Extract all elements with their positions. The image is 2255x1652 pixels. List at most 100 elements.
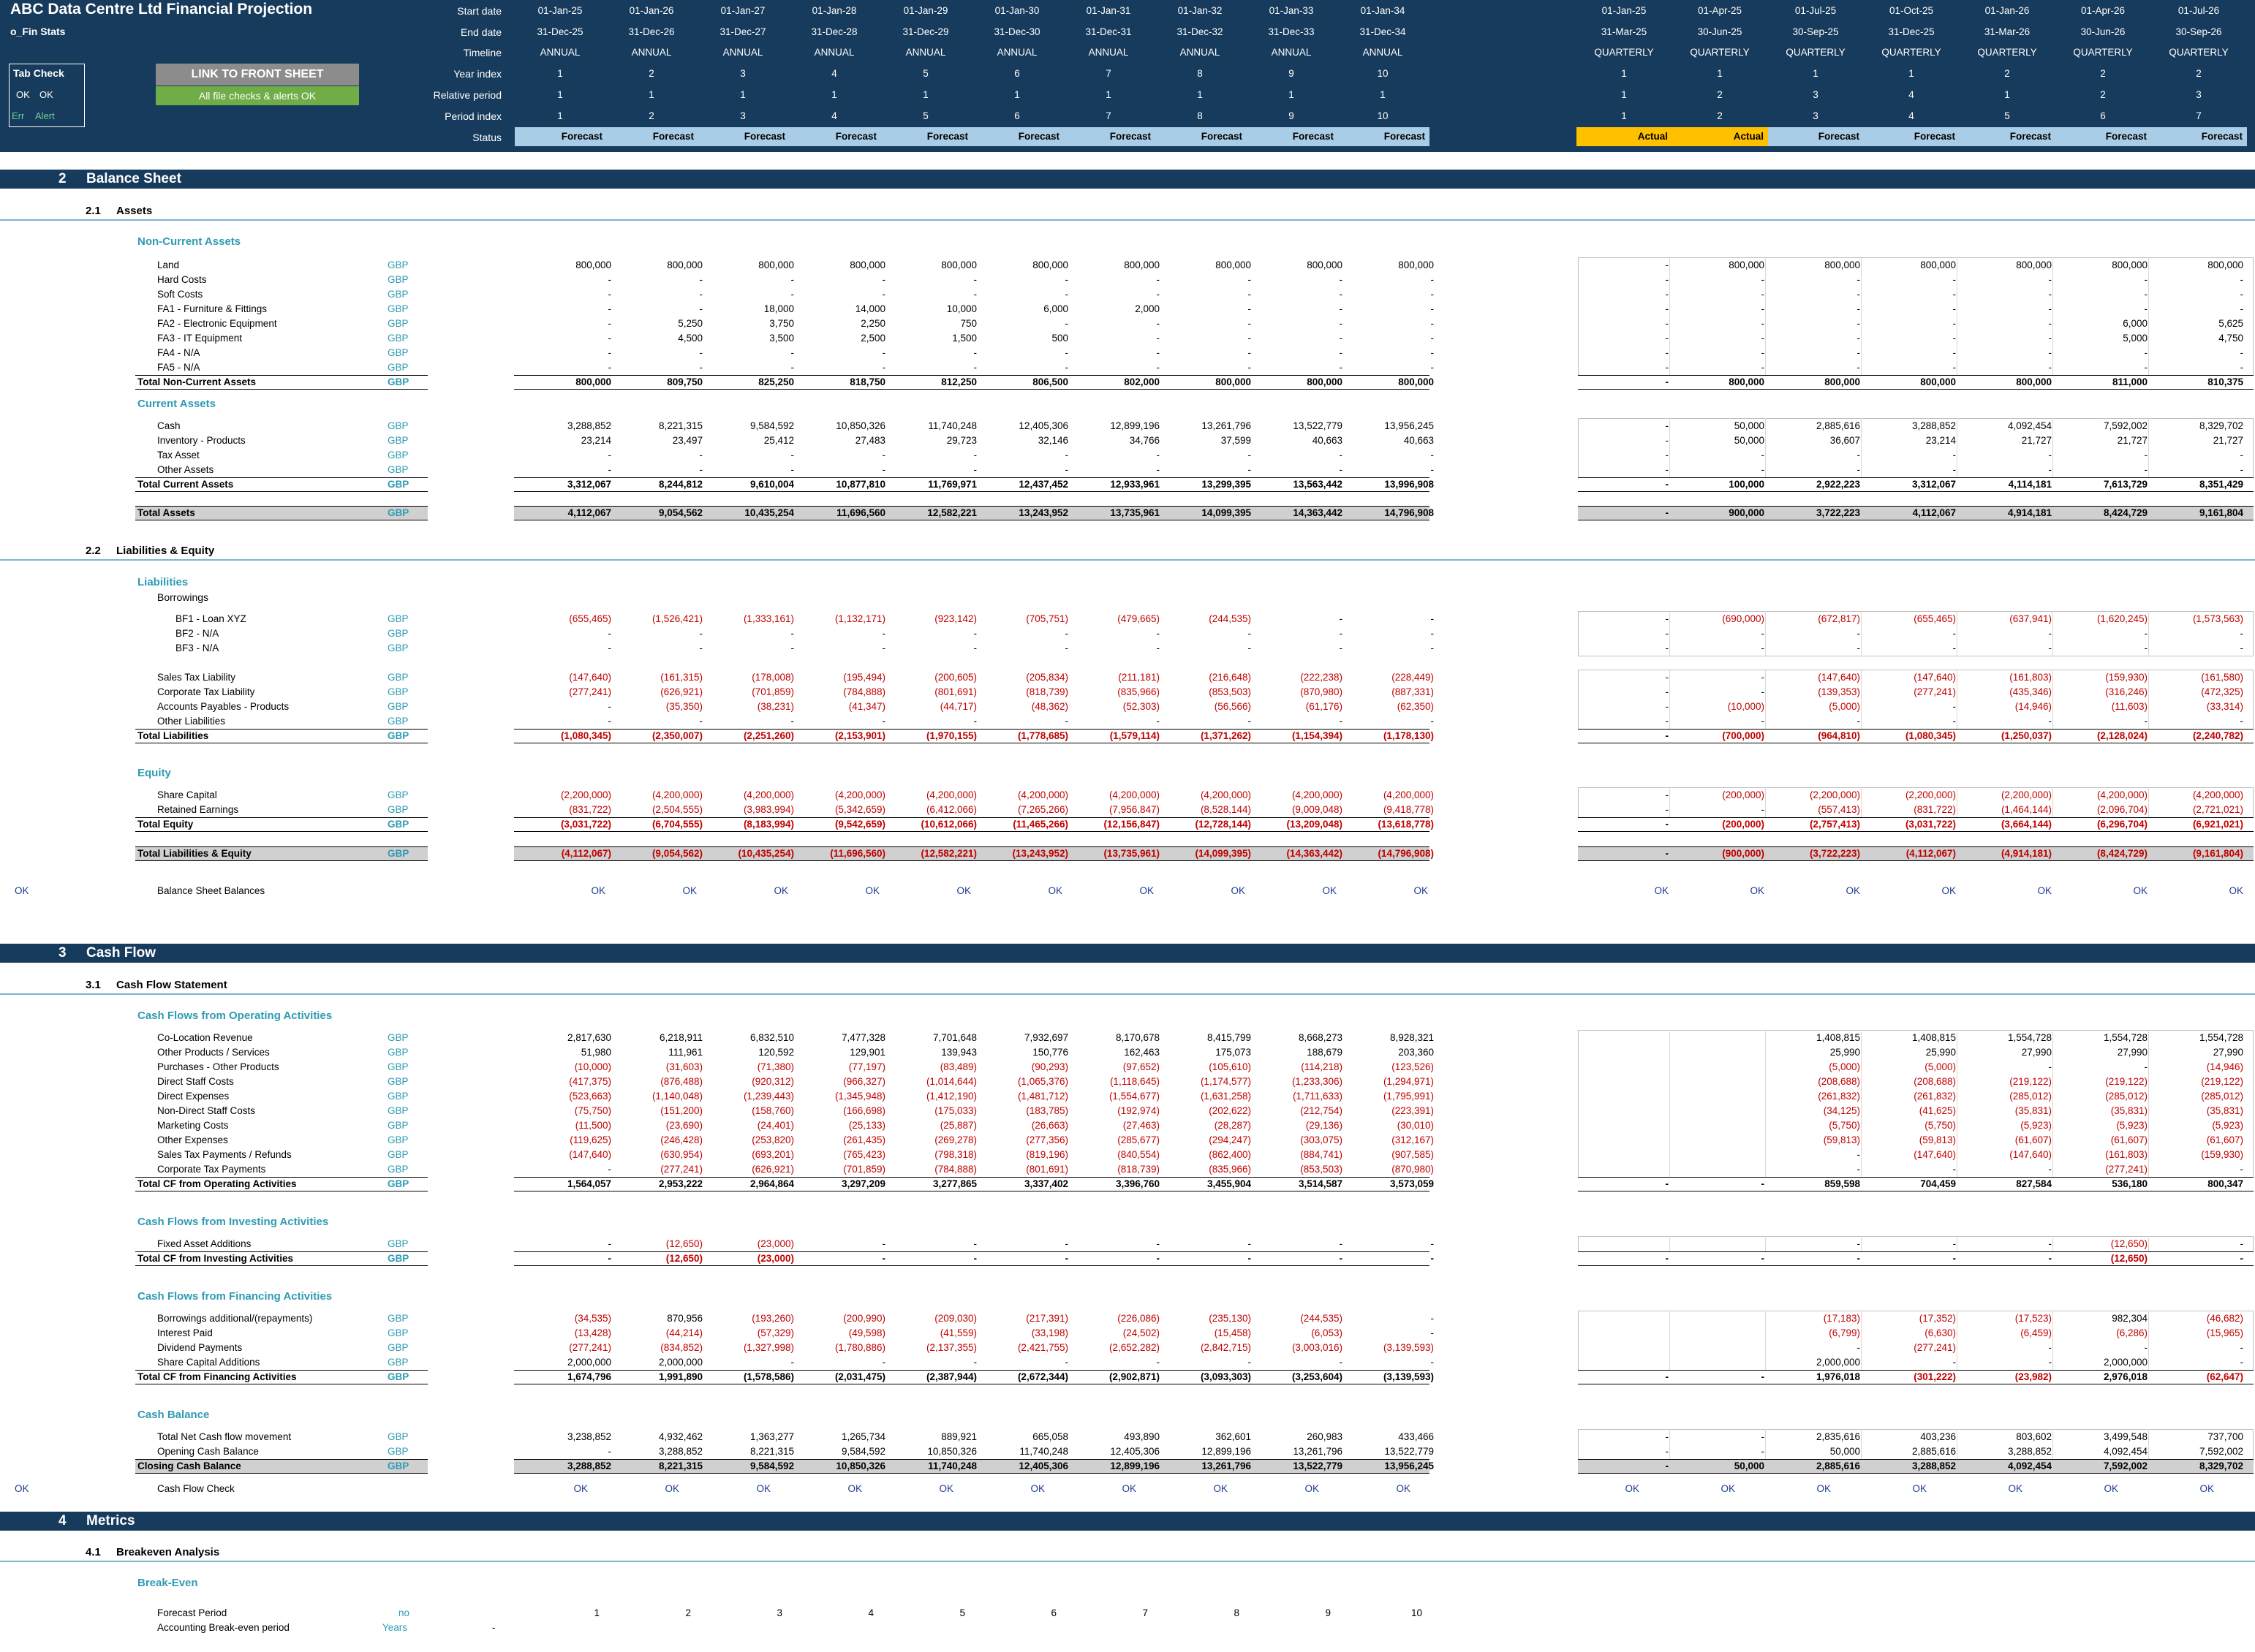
cell-separator — [1669, 1236, 1670, 1252]
total-band — [1578, 846, 2254, 860]
quarter-timeline: QUARTERLY — [1690, 47, 1750, 58]
section-number: 2 — [58, 171, 67, 186]
cell-separator — [1669, 1030, 1670, 1178]
quarter-value: 1,408,815 — [1911, 1032, 1956, 1043]
annual-start-date: 01-Jan-28 — [812, 5, 857, 16]
annual-value: 2,000,000 — [567, 1357, 611, 1368]
annual-value: (9,054,562) — [651, 848, 703, 859]
annual-value: - — [790, 274, 795, 285]
annual-value: 6,218,911 — [659, 1032, 703, 1043]
annual-value: 10,877,810 — [836, 479, 885, 490]
annual-value: 1,363,277 — [749, 1431, 794, 1442]
quarter-value: - — [1856, 289, 1861, 300]
annual-value: 11,740,248 — [928, 1460, 977, 1471]
total-rule — [514, 1459, 1429, 1460]
section-title: Balance Sheet — [86, 171, 181, 186]
annual-value: - — [882, 1238, 886, 1249]
section-title: Metrics — [86, 1513, 135, 1528]
annual-value: 800,000 — [667, 259, 703, 270]
total-rule — [1578, 1177, 2254, 1178]
quarter-timeline: QUARTERLY — [1881, 47, 1941, 58]
total-band — [1578, 506, 2254, 520]
quarter-value: (6,630) — [1925, 1327, 1956, 1338]
file-checks-status-button[interactable]: All file checks & alerts OK — [156, 86, 359, 105]
annual-value: - — [608, 274, 612, 285]
quarter-value: (5,750) — [1925, 1120, 1956, 1131]
link-to-front-sheet-button[interactable]: LINK TO FRONT SHEET — [156, 64, 359, 86]
annual-value: (38,231) — [757, 701, 794, 712]
annual-value: 3,288,852 — [567, 420, 611, 431]
annual-value: 14,000 — [855, 303, 885, 314]
annual-value: - — [1156, 628, 1160, 639]
annual-period-index: 8 — [1197, 110, 1203, 121]
annual-value: (12,582,221) — [921, 848, 977, 859]
annual-value: (4,200,000) — [834, 789, 885, 800]
quarter-value: 3,288,852 — [2007, 1446, 2052, 1457]
annual-value: (923,142) — [934, 613, 977, 624]
annual-value: - — [790, 289, 795, 300]
total-rule — [135, 860, 428, 861]
annual-value: 665,058 — [1032, 1431, 1068, 1442]
annual-value: (56,566) — [1214, 701, 1251, 712]
quarter-value: - — [1761, 1431, 1765, 1442]
header-row-label: End date — [460, 26, 502, 38]
unit-label: GBP — [388, 259, 409, 270]
total-rule — [514, 729, 1429, 730]
subsection-underline — [0, 219, 2255, 221]
annual-start-date: 01-Jan-32 — [1177, 5, 1223, 16]
annual-value: (701,859) — [843, 1164, 885, 1175]
annual-value: 51,980 — [581, 1047, 611, 1058]
total-rule — [514, 831, 1429, 832]
row-label: Total Net Cash flow movement — [157, 1431, 292, 1442]
breakeven-period-unit: Years — [382, 1622, 408, 1633]
status-forecast: Forecast — [515, 127, 607, 146]
status-forecast: Forecast — [1337, 127, 1429, 146]
quarter-value: (6,799) — [1829, 1327, 1860, 1338]
annual-value: (26,663) — [1031, 1120, 1068, 1131]
quarter-value: - — [2240, 1164, 2244, 1175]
annual-value: (48,362) — [1031, 701, 1068, 712]
unit-label: GBP — [388, 1238, 409, 1249]
annual-value: (205,834) — [1026, 672, 1068, 683]
annual-value: 889,921 — [941, 1431, 977, 1442]
unit-label: GBP — [388, 1076, 409, 1087]
quarter-timeline: QUARTERLY — [1786, 47, 1846, 58]
cell-separator — [2052, 1429, 2053, 1460]
row-label: Total Current Assets — [137, 479, 234, 490]
quarter-timeline: QUARTERLY — [1977, 47, 2037, 58]
subsection-number: 3.1 — [86, 979, 101, 991]
annual-value: (1,412,190) — [926, 1091, 977, 1102]
annual-start-date: 01-Jan-33 — [1269, 5, 1314, 16]
annual-value: - — [608, 347, 612, 358]
annual-value: 10,850,326 — [836, 420, 885, 431]
quarter-relative-period: 1 — [1621, 89, 1627, 100]
cash-flow-check-annual-ok: OK — [1122, 1483, 1136, 1494]
annual-value: (765,423) — [843, 1149, 885, 1160]
annual-value: - — [1430, 274, 1435, 285]
balance-sheet-check-annual-ok: OK — [1322, 885, 1337, 896]
annual-value: (1,970,155) — [926, 730, 977, 741]
annual-value: (1,481,712) — [1017, 1091, 1068, 1102]
quarter-value: - — [2048, 716, 2052, 727]
annual-value: 5,250 — [678, 318, 703, 329]
quarter-value: (5,750) — [1829, 1120, 1860, 1131]
quarter-value: 25,990 — [1925, 1047, 1956, 1058]
cell-separator — [1861, 1236, 1862, 1252]
annual-value: 14,363,442 — [1293, 507, 1342, 518]
cash-flow-check-annual-ok: OK — [1213, 1483, 1228, 1494]
annual-value: 2,964,864 — [749, 1178, 794, 1189]
row-label: Other Expenses — [157, 1134, 228, 1145]
annual-value: (2,652,282) — [1108, 1342, 1160, 1353]
annual-value: (693,201) — [752, 1149, 794, 1160]
balance-sheet-check-quarter-ok: OK — [2037, 885, 2052, 896]
annual-value: (13,735,961) — [1103, 848, 1160, 859]
quarter-value: (2,200,000) — [1905, 789, 1956, 800]
forecast-period-number: 4 — [868, 1607, 874, 1618]
annual-value: 9,584,592 — [841, 1446, 885, 1457]
annual-end-date: 31-Dec-27 — [719, 26, 766, 37]
annual-value: 6,000 — [1043, 303, 1068, 314]
row-label: Other Assets — [157, 464, 214, 475]
quarter-value: (301,222) — [1914, 1371, 1956, 1382]
quarter-value: 2,885,616 — [1911, 1446, 1956, 1457]
annual-value: (784,888) — [843, 686, 885, 697]
